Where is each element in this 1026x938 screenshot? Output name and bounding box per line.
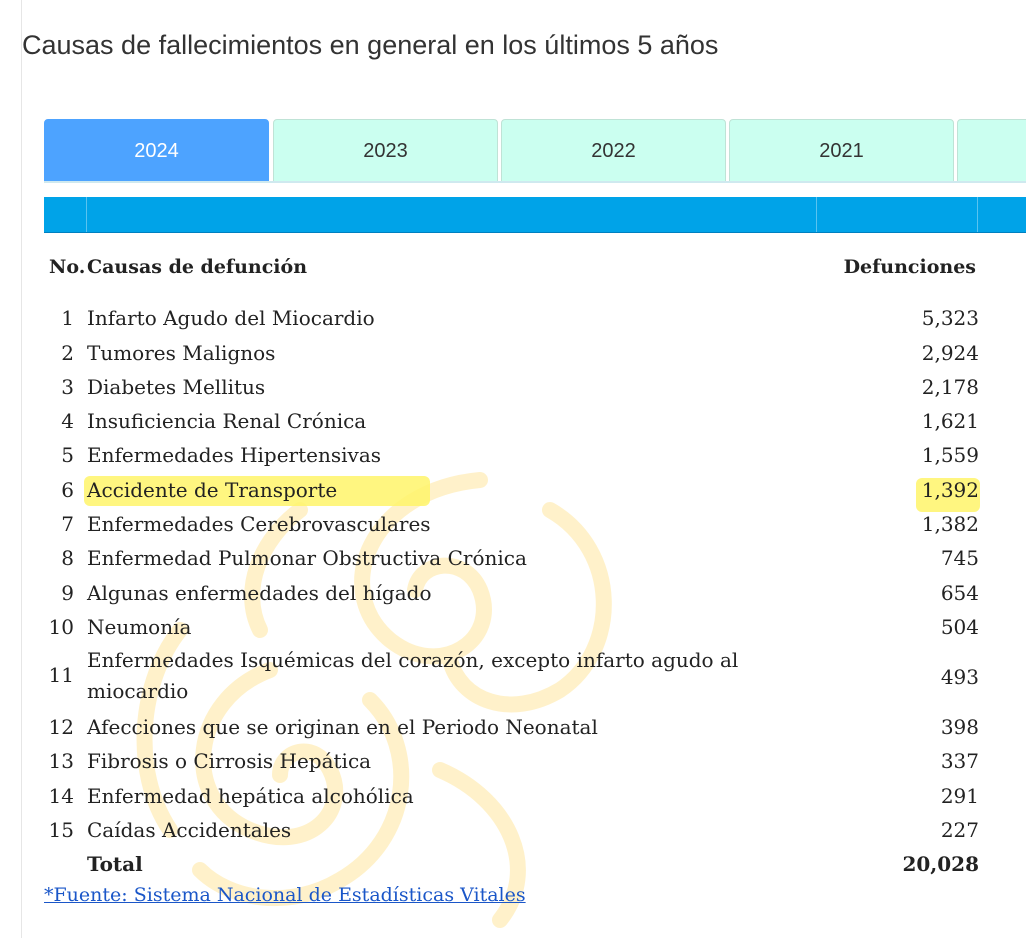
row-number: 8 bbox=[61, 546, 74, 570]
row-number: 11 bbox=[48, 663, 74, 687]
row-cause: Fibrosis o Cirrosis Hepática bbox=[87, 749, 372, 773]
row-number: 3 bbox=[61, 375, 74, 399]
row-deaths: 504 bbox=[940, 615, 979, 639]
row-cause: Afecciones que se originan en el Periodo… bbox=[87, 715, 598, 739]
tab-2022[interactable]: 2022 bbox=[501, 119, 726, 182]
page-title: Causas de fallecimientos en general en l… bbox=[22, 30, 719, 60]
swirl-watermark-icon bbox=[136, 472, 612, 928]
header-separator bbox=[86, 197, 87, 232]
row-deaths: 493 bbox=[940, 665, 979, 689]
table-header-bar bbox=[44, 197, 1026, 233]
row-cause: Accidente de Transporte bbox=[87, 478, 338, 502]
row-deaths: 2,924 bbox=[921, 341, 979, 365]
year-tabs: 2024 2023 2022 2021 bbox=[44, 119, 1026, 183]
row-number: 4 bbox=[61, 409, 74, 433]
row-number: 1 bbox=[61, 306, 74, 330]
row-cause: Enfermedad hepática alcohólica bbox=[87, 784, 414, 808]
row-cause: Enfermedades Hipertensivas bbox=[87, 443, 382, 467]
column-header-no: No. bbox=[49, 256, 86, 278]
row-deaths: 398 bbox=[940, 715, 979, 739]
source-link[interactable]: *Fuente: Sistema Nacional de Estadística… bbox=[44, 884, 526, 906]
row-number: 2 bbox=[61, 341, 74, 365]
row-deaths: 5,323 bbox=[921, 306, 979, 330]
row-deaths: 2,178 bbox=[921, 375, 979, 399]
row-cause: Neumonía bbox=[87, 615, 192, 639]
column-header-deaths: Defunciones bbox=[843, 256, 976, 278]
highlight-mark bbox=[916, 478, 980, 512]
tab-2020[interactable] bbox=[957, 119, 1026, 182]
row-cause: Caídas Accidentales bbox=[87, 818, 292, 842]
row-cause: Enfermedad Pulmonar Obstructiva Crónica bbox=[87, 546, 527, 570]
row-cause: Infarto Agudo del Miocardio bbox=[87, 306, 375, 330]
row-number: 15 bbox=[48, 818, 74, 842]
row-number: 10 bbox=[48, 615, 74, 639]
row-number: 13 bbox=[48, 749, 74, 773]
tab-underline bbox=[44, 181, 1026, 183]
tab-2023[interactable]: 2023 bbox=[273, 119, 498, 182]
row-deaths: 337 bbox=[940, 749, 979, 773]
total-deaths: 20,028 bbox=[902, 852, 979, 876]
highlight-mark bbox=[84, 476, 430, 506]
row-cause: Insuficiencia Renal Crónica bbox=[87, 409, 367, 433]
row-deaths: 745 bbox=[940, 546, 979, 570]
row-deaths: 227 bbox=[940, 818, 979, 842]
row-deaths: 1,392 bbox=[921, 478, 979, 502]
row-cause: Tumores Malignos bbox=[87, 341, 276, 365]
source-text: Fuente: Sistema Nacional de Estadísticas… bbox=[53, 884, 526, 906]
row-cause: Enfermedades Isquémicas del corazón, exc… bbox=[87, 648, 739, 703]
row-number: 6 bbox=[61, 478, 74, 502]
source-asterisk: * bbox=[44, 884, 54, 906]
row-number: 5 bbox=[61, 443, 74, 467]
row-deaths: 1,621 bbox=[921, 409, 979, 433]
row-number: 9 bbox=[61, 581, 74, 605]
tab-2024[interactable]: 2024 bbox=[44, 119, 269, 182]
tab-2021[interactable]: 2021 bbox=[729, 119, 954, 182]
row-cause: Algunas enfermedades del hígado bbox=[87, 581, 432, 605]
column-header-cause: Causas de defunción bbox=[87, 256, 308, 278]
row-cause: Diabetes Mellitus bbox=[87, 375, 266, 399]
row-deaths: 1,559 bbox=[921, 443, 979, 467]
header-separator bbox=[816, 197, 817, 232]
total-label: Total bbox=[87, 852, 143, 876]
row-cause: Enfermedades Cerebrovasculares bbox=[87, 512, 431, 536]
row-number: 12 bbox=[48, 715, 74, 739]
row-deaths: 654 bbox=[940, 581, 979, 605]
row-number: 7 bbox=[61, 512, 74, 536]
row-number: 14 bbox=[48, 784, 74, 808]
row-deaths: 291 bbox=[940, 784, 979, 808]
table-row: 11 Enfermedades Isquémicas del corazón, … bbox=[44, 645, 979, 709]
header-separator bbox=[977, 197, 978, 232]
left-border bbox=[21, 0, 22, 938]
row-deaths: 1,382 bbox=[921, 512, 979, 536]
